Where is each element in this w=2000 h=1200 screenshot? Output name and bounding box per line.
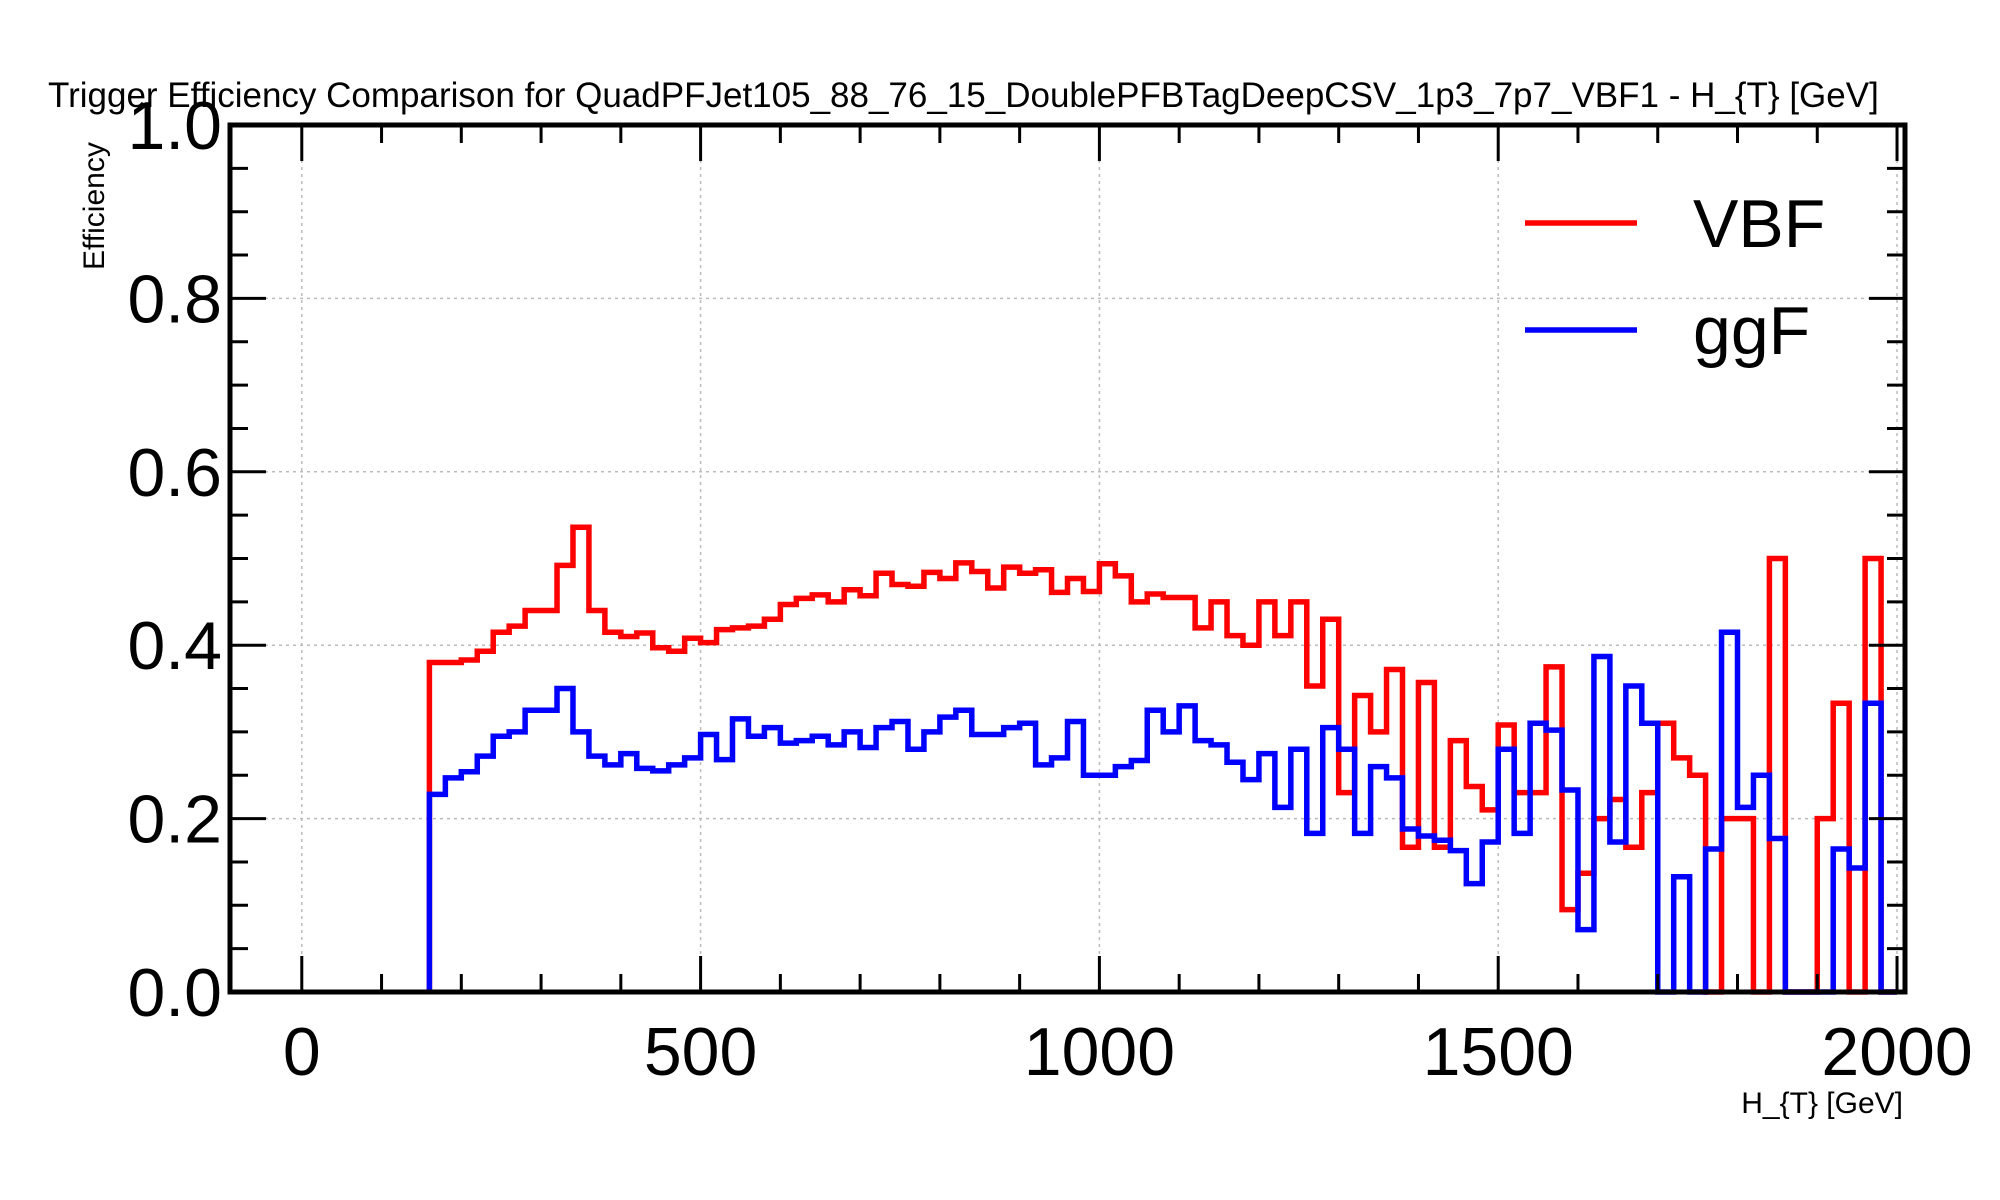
x-tick-label: 2000 [1821,1014,1972,1090]
grid-lines [230,124,1905,993]
y-tick-label: 0.8 [127,261,222,337]
x-axis-label: H_{T} [GeV] [1741,1087,1903,1120]
legend-label-ggf: ggF [1693,293,1810,369]
y-tick-labels: 0.0 0.2 0.4 0.6 0.8 1.0 [127,88,222,1031]
axis-ticks [230,123,1905,994]
y-axis-label: Efficiency [78,142,111,270]
y-tick-label: 0.0 [127,955,222,1031]
y-tick-label: 0.2 [127,782,222,858]
x-tick-label: 1000 [1024,1014,1175,1090]
x-tick-label: 1500 [1423,1014,1574,1090]
y-tick-label: 1.0 [127,88,222,164]
x-tick-label: 0 [283,1014,321,1090]
y-tick-label: 0.6 [127,435,222,511]
x-tick-label: 500 [644,1014,757,1090]
y-tick-label: 0.4 [127,608,222,684]
series-line-ggf [426,629,1898,995]
plot-frame [227,122,1908,995]
legend-label-vbf: VBF [1693,186,1825,262]
series-layer [426,524,1898,995]
chart-title: Trigger Efficiency Comparison for QuadPF… [48,76,1879,115]
x-tick-labels: 0 500 1000 1500 2000 [283,1014,1973,1090]
legend: VBF ggF [1525,186,1825,369]
series-line-vbf [426,524,1898,995]
